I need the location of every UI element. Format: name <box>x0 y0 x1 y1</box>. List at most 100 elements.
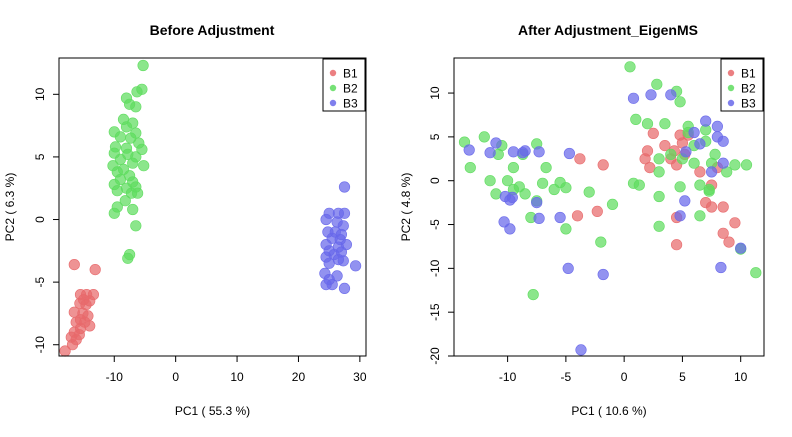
data-point <box>84 320 96 332</box>
x-axis-label: PC1 ( 55.3 %) <box>175 404 250 418</box>
data-point <box>519 188 531 200</box>
data-point <box>688 126 700 139</box>
data-point <box>338 181 351 193</box>
data-point <box>560 223 572 235</box>
data-point <box>723 236 735 248</box>
data-point <box>504 223 516 235</box>
data-point <box>575 344 587 356</box>
data-point <box>320 213 332 226</box>
data-point <box>665 89 677 101</box>
data-point <box>597 268 609 281</box>
x-tick-label: -10 <box>499 370 517 384</box>
data-point <box>679 195 691 207</box>
data-point <box>536 177 549 189</box>
data-point <box>653 153 665 165</box>
data-point <box>320 279 332 291</box>
data-point <box>464 162 476 174</box>
data-point <box>653 220 665 232</box>
x-tick-label: 10 <box>734 370 748 384</box>
data-point <box>122 252 134 264</box>
x-tick-label: 20 <box>292 370 306 384</box>
data-point <box>338 282 351 295</box>
data-point <box>132 187 144 199</box>
data-point <box>665 148 677 160</box>
data-point <box>114 153 126 165</box>
data-point <box>519 145 531 157</box>
series-B1 <box>59 259 101 357</box>
data-point <box>694 210 706 222</box>
data-point <box>705 166 718 178</box>
data-point <box>533 146 545 158</box>
legend-swatch <box>727 99 735 107</box>
data-point <box>502 175 514 187</box>
data-point <box>674 210 686 222</box>
data-point <box>703 183 715 196</box>
data-point <box>717 227 729 239</box>
data-point <box>507 162 520 174</box>
x-tick-label: 10 <box>230 370 244 384</box>
x-tick-label: -10 <box>106 370 124 384</box>
data-point <box>688 157 700 169</box>
data-point <box>659 140 671 152</box>
data-point <box>729 217 741 229</box>
x-tick-label: 5 <box>679 370 686 384</box>
data-point <box>131 86 143 98</box>
data-point <box>484 147 496 159</box>
legend-label: B3 <box>741 97 756 111</box>
data-point <box>463 144 475 156</box>
data-point <box>630 113 642 125</box>
data-point <box>717 201 729 213</box>
series-B1 <box>571 127 741 251</box>
data-point <box>595 236 607 248</box>
data-point <box>350 260 362 272</box>
x-axis-label: PC1 ( 10.6 %) <box>571 404 646 418</box>
data-point <box>130 101 142 113</box>
data-point <box>694 179 706 191</box>
panel-after: After Adjustment_EigenMS -10 -5 0 5 10 PC1 ( 1… <box>399 22 765 418</box>
data-point <box>119 195 131 207</box>
data-point <box>711 120 724 132</box>
panel-before: Before Adjustment -10 0 10 20 30 PC1 ( 55.3 %)… <box>3 22 367 418</box>
legend-swatch <box>329 84 337 92</box>
data-point <box>120 121 133 133</box>
data-point <box>583 186 595 198</box>
data-point <box>705 201 718 213</box>
chart-title: After Adjustment_EigenMS <box>518 22 698 38</box>
data-point <box>127 203 139 216</box>
y-tick-label: 10 <box>428 86 442 100</box>
x-tick-label: 0 <box>172 370 179 384</box>
data-point <box>641 118 654 130</box>
legend-swatch <box>727 69 735 77</box>
data-point <box>571 210 584 222</box>
data-point <box>700 115 712 127</box>
data-point <box>548 183 560 196</box>
series-B3 <box>463 89 747 356</box>
data-point <box>478 131 490 143</box>
data-point <box>674 96 686 108</box>
series-B2 <box>107 59 150 264</box>
data-point <box>130 220 142 232</box>
data-point <box>680 146 692 158</box>
data-point <box>66 339 79 351</box>
data-point <box>674 181 686 193</box>
x-tick-label: -5 <box>561 370 572 384</box>
y-tick-label: 0 <box>33 216 47 223</box>
data-point <box>653 166 665 178</box>
data-point <box>490 188 502 200</box>
data-point <box>670 239 683 251</box>
y-tick-label: -5 <box>428 219 442 230</box>
y-tick-label: 10 <box>33 87 47 101</box>
data-point <box>527 289 539 301</box>
data-point <box>137 59 149 72</box>
legend-swatch <box>329 69 337 77</box>
data-point <box>108 207 120 219</box>
y-tick-label: 5 <box>428 133 442 140</box>
data-point <box>651 78 663 90</box>
data-point <box>694 138 706 150</box>
data-point <box>653 190 665 203</box>
y-axis-label: PC2 ( 4.8 %) <box>399 173 413 242</box>
data-point <box>624 61 636 73</box>
